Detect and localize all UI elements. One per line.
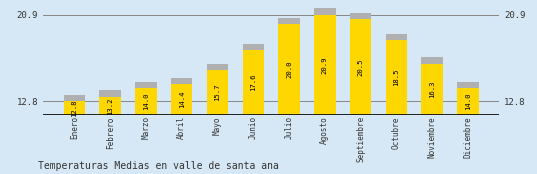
Bar — [64, 95, 85, 115]
Text: Temperaturas Medias en valle de santa ana: Temperaturas Medias en valle de santa an… — [38, 161, 279, 171]
Bar — [278, 18, 300, 115]
Text: 18.5: 18.5 — [394, 69, 400, 86]
Bar — [350, 13, 372, 115]
Bar — [99, 90, 121, 115]
Bar — [457, 82, 478, 115]
Bar — [171, 84, 192, 115]
Bar — [207, 70, 228, 115]
Bar — [135, 88, 157, 115]
Text: 14.0: 14.0 — [143, 93, 149, 110]
Bar — [457, 88, 478, 115]
Bar — [171, 78, 192, 115]
Text: 14.0: 14.0 — [465, 93, 471, 110]
Text: 14.4: 14.4 — [179, 91, 185, 108]
Bar — [386, 34, 407, 115]
Text: 20.0: 20.0 — [286, 61, 292, 78]
Bar — [64, 101, 85, 115]
Bar — [99, 97, 121, 115]
Text: 13.2: 13.2 — [107, 97, 113, 114]
Bar — [350, 19, 372, 115]
Bar — [135, 82, 157, 115]
Bar — [422, 64, 443, 115]
Bar — [314, 8, 336, 115]
Bar — [386, 40, 407, 115]
Bar — [243, 50, 264, 115]
Text: 17.6: 17.6 — [250, 74, 256, 91]
Bar — [243, 44, 264, 115]
Text: 16.3: 16.3 — [429, 81, 435, 98]
Bar — [207, 64, 228, 115]
Bar — [278, 24, 300, 115]
Text: 20.9: 20.9 — [322, 56, 328, 74]
Text: 12.8: 12.8 — [71, 99, 77, 117]
Text: 20.5: 20.5 — [358, 58, 364, 76]
Bar — [422, 57, 443, 115]
Text: 15.7: 15.7 — [214, 84, 221, 101]
Bar — [314, 15, 336, 115]
